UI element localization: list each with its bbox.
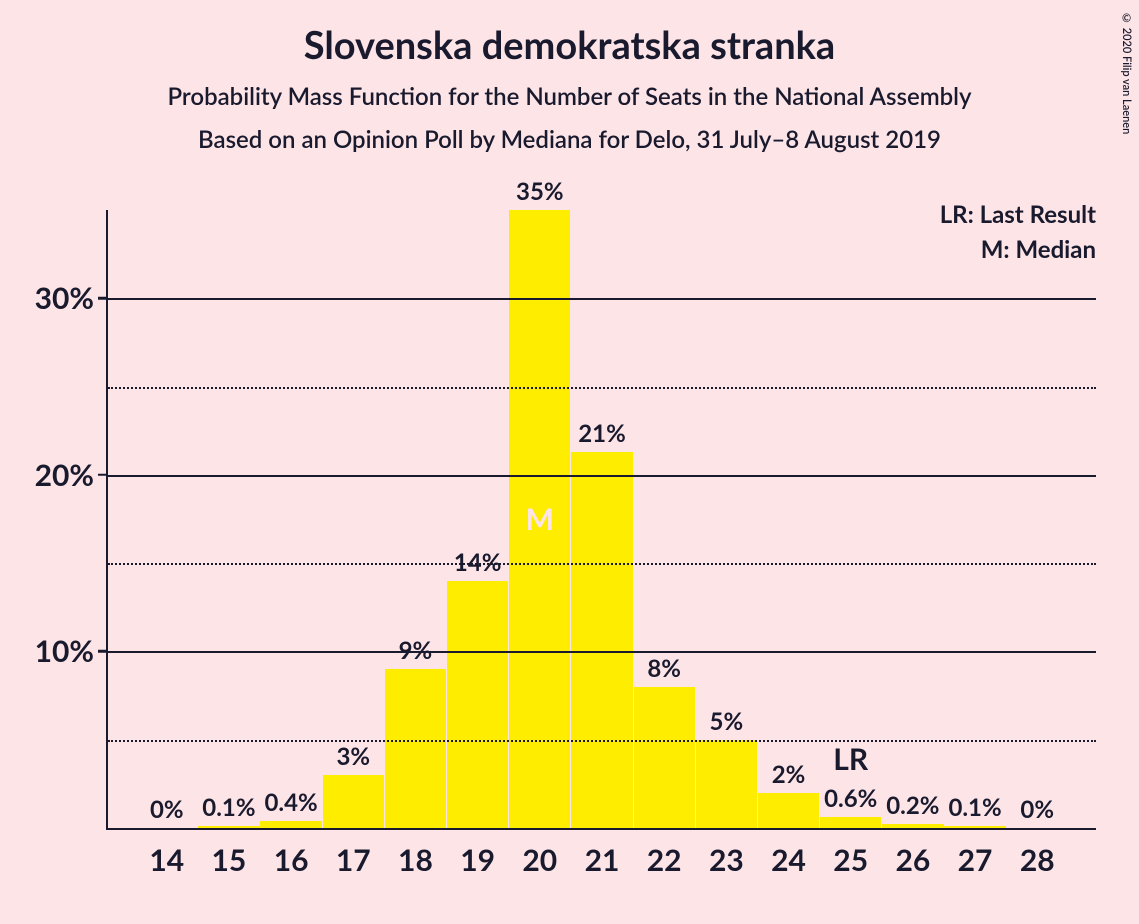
legend: LR: Last Result M: Median: [886, 200, 1096, 264]
bar-value-label: 0%: [1020, 795, 1054, 828]
x-tick-label: 20: [522, 828, 557, 878]
bar-value-label: 0.2%: [886, 791, 939, 824]
x-tick-label: 23: [709, 828, 744, 878]
bar: 0.4%: [260, 821, 321, 828]
y-tick-label: 20%: [35, 457, 108, 493]
y-tick-mark: [98, 297, 108, 300]
x-tick-label: 24: [771, 828, 806, 878]
y-tick-mark: [98, 474, 108, 477]
x-tick-label: 22: [647, 828, 682, 878]
median-marker: M: [526, 501, 554, 537]
bar-value-label: 0%: [150, 795, 184, 828]
legend-m: M: Median: [886, 235, 1096, 264]
x-tick-label: 28: [1020, 828, 1055, 878]
x-tick-label: 26: [895, 828, 930, 878]
bar-value-label: 3%: [336, 742, 370, 775]
bar-value-label: 21%: [578, 419, 626, 452]
copyright-text: © 2020 Filip van Laenen: [1120, 12, 1133, 134]
y-tick-mark: [98, 650, 108, 653]
bar: 35%M: [509, 210, 570, 828]
bar-value-label: 35%: [516, 177, 564, 210]
bar-value-label: 0.4%: [264, 788, 317, 821]
last-result-marker: LR: [833, 741, 868, 817]
chart-subtitle-1: Probability Mass Function for the Number…: [0, 82, 1139, 111]
bar: 8%: [634, 687, 695, 828]
gridline-major: [108, 298, 1096, 300]
y-tick-label: 30%: [35, 280, 108, 316]
bar-value-label: 8%: [647, 654, 681, 687]
gridline-minor: [108, 563, 1096, 565]
gridline-major: [108, 651, 1096, 653]
x-tick-label: 15: [212, 828, 247, 878]
x-tick-label: 14: [149, 828, 184, 878]
x-tick-label: 19: [460, 828, 495, 878]
x-tick-label: 18: [398, 828, 433, 878]
chart-title: Slovenska demokratska stranka: [0, 0, 1139, 68]
bar: 3%: [323, 775, 384, 828]
bar-value-label: 5%: [710, 707, 744, 740]
bar: 2%: [758, 793, 819, 828]
bar: 14%: [447, 581, 508, 828]
bar-value-label: 2%: [772, 760, 806, 793]
x-tick-label: 27: [958, 828, 993, 878]
bar: 9%: [385, 669, 446, 828]
bar-value-label: 0.1%: [202, 793, 255, 826]
gridline-minor: [108, 740, 1096, 742]
chart-plot-area: 0%0.1%0.4%3%9%14%35%M21%8%5%2%0.6%LR0.2%…: [106, 210, 1096, 830]
gridline-major: [108, 475, 1096, 477]
x-tick-label: 21: [585, 828, 620, 878]
bar: 5%: [696, 740, 757, 828]
legend-lr: LR: Last Result: [886, 200, 1096, 229]
gridline-minor: [108, 387, 1096, 389]
x-tick-label: 25: [833, 828, 868, 878]
chart-subtitle-2: Based on an Opinion Poll by Mediana for …: [0, 125, 1139, 154]
bar: 21%: [571, 452, 632, 828]
x-tick-label: 16: [274, 828, 309, 878]
y-tick-label: 10%: [35, 633, 108, 669]
bar: 0.6%LR: [820, 817, 881, 828]
x-tick-label: 17: [336, 828, 371, 878]
bar-value-label: 0.1%: [948, 793, 1001, 826]
